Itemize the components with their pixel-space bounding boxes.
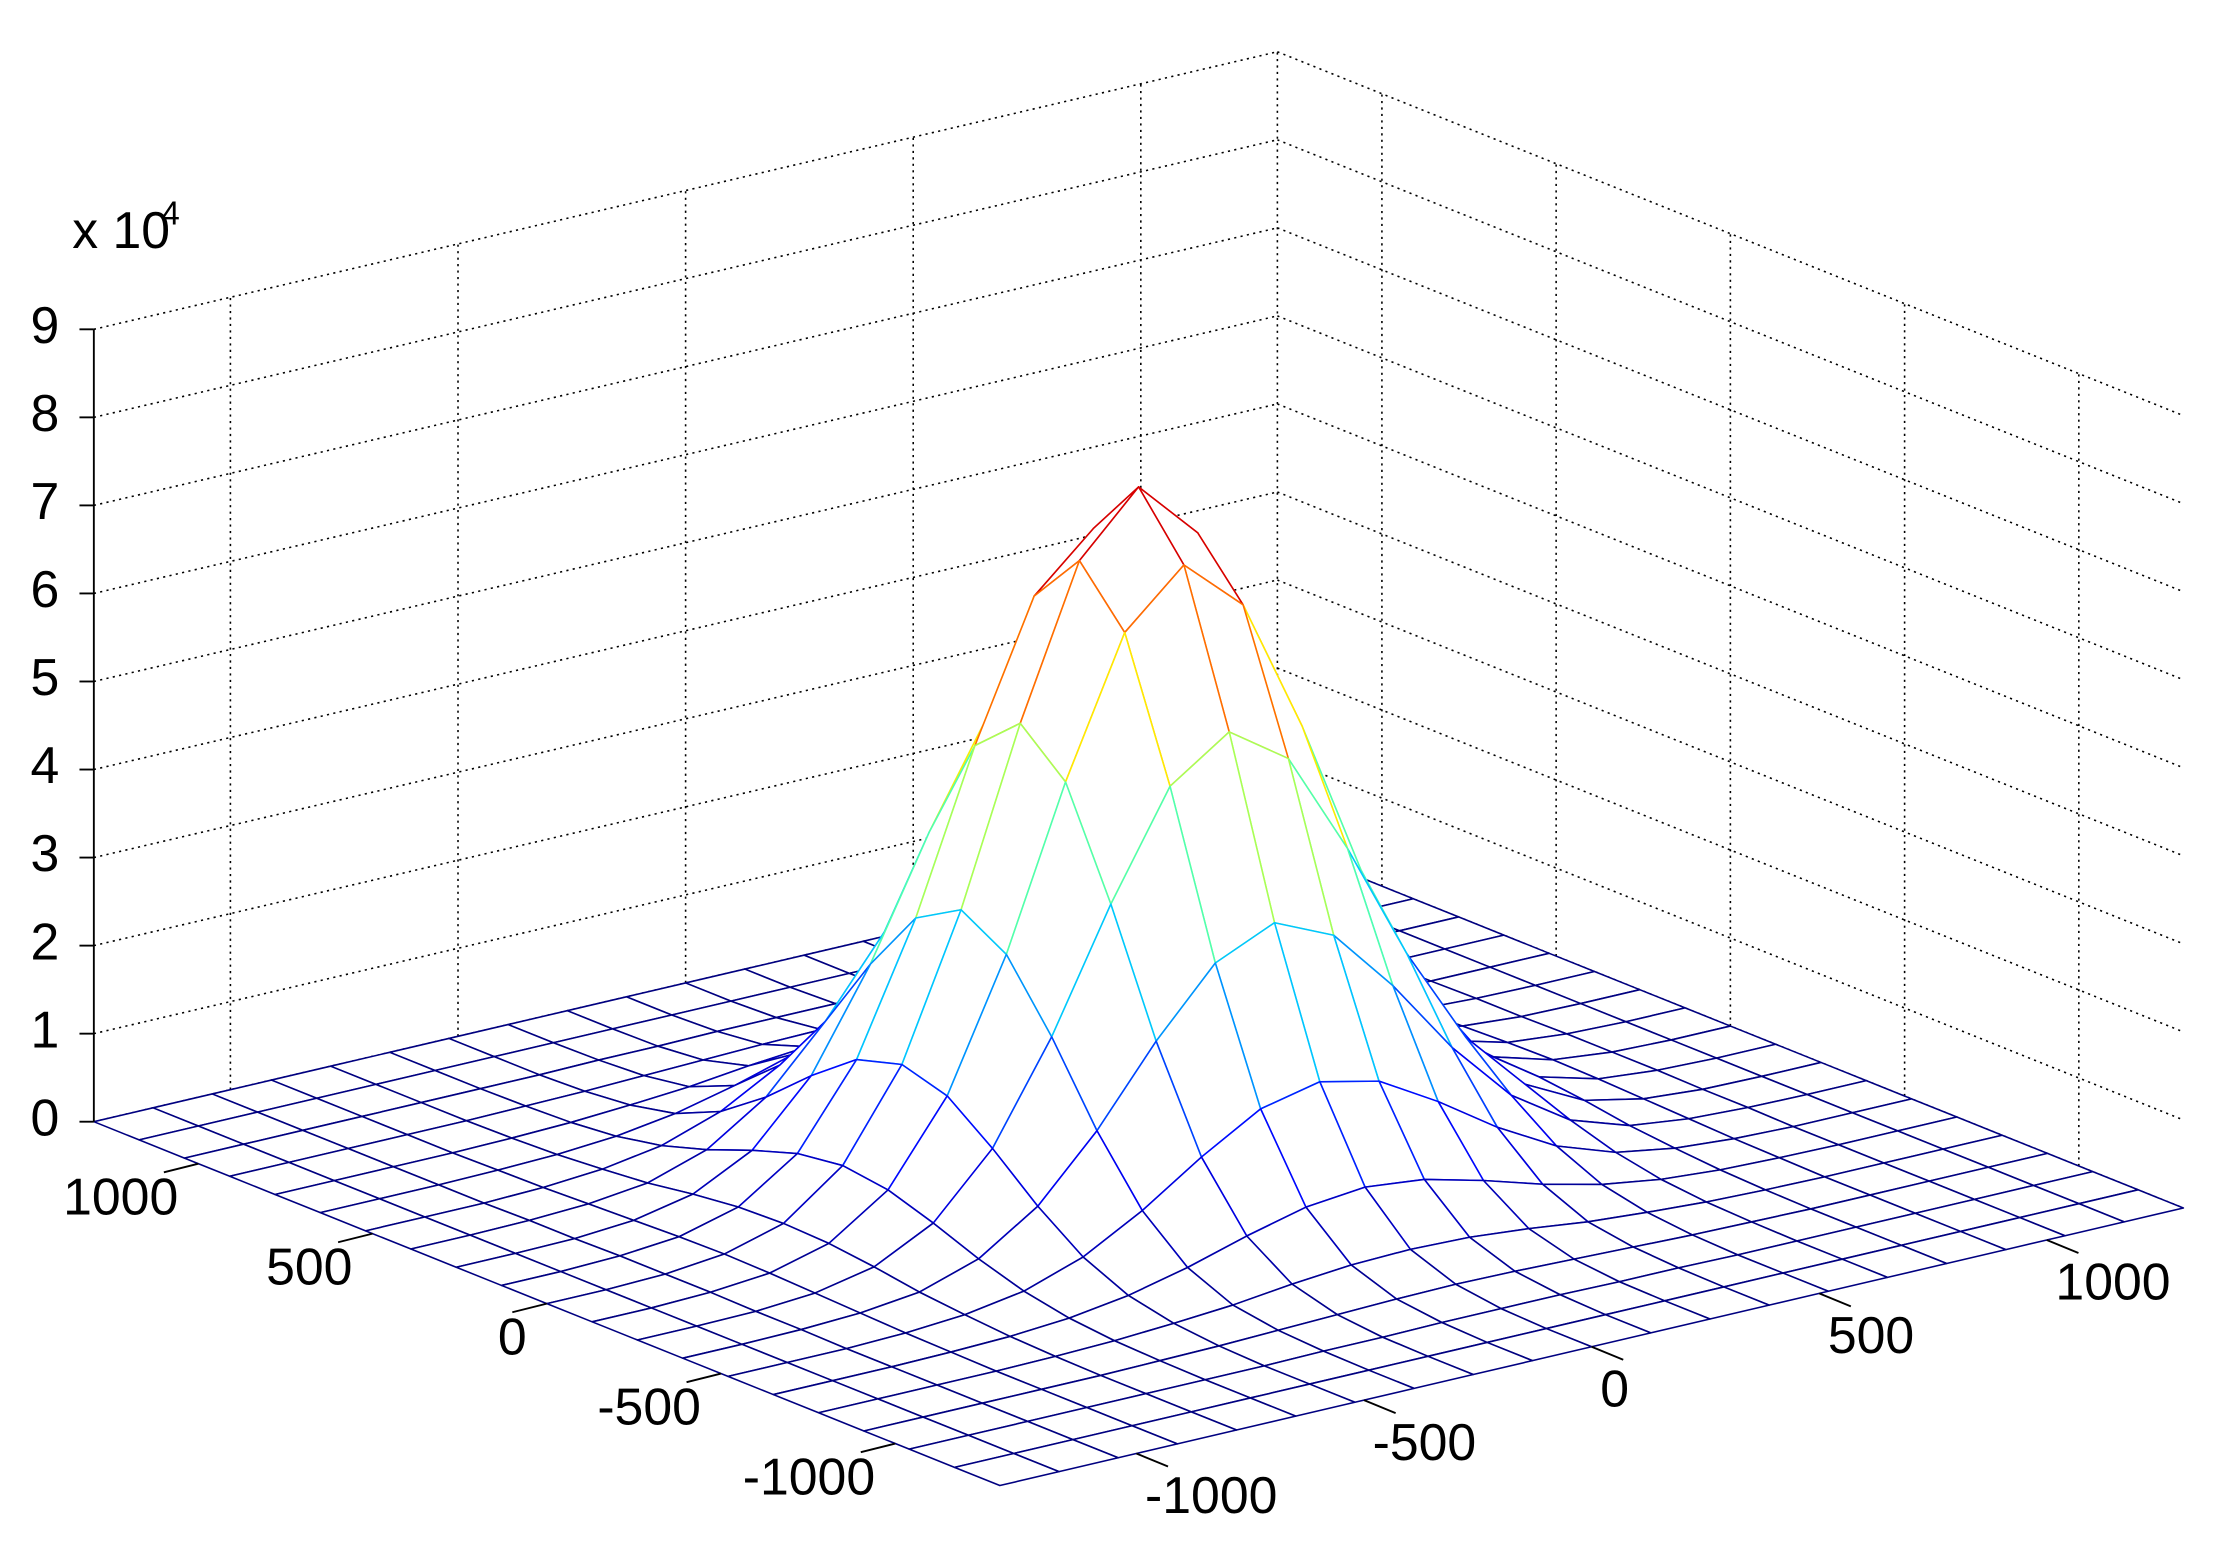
x-tick-label: 0 (1600, 1359, 1629, 1417)
z-tick-label: 4 (31, 736, 60, 794)
grid-line (1277, 579, 2184, 945)
x-tick-label: -500 (1373, 1413, 1477, 1471)
x-tick (2046, 1239, 2079, 1254)
grid-line (1277, 51, 2184, 417)
x-tick-label: -1000 (1145, 1466, 1277, 1524)
grid-line (93, 139, 1278, 419)
grid-line (93, 491, 1278, 771)
grid-line (1277, 139, 2184, 505)
grid-line (1277, 667, 2184, 1033)
x-tick (1591, 1345, 1624, 1361)
y-tick (512, 1302, 548, 1314)
z-tick-label: 0 (31, 1088, 60, 1146)
grid-line (93, 51, 1278, 331)
mesh-cell (953, 1452, 1060, 1487)
y-tick (337, 1232, 373, 1244)
grid-line (93, 403, 1278, 683)
z-tick-label: 3 (31, 824, 60, 882)
grid-line (1277, 315, 2184, 681)
z-multiplier-exponent: 4 (161, 195, 179, 232)
x-tick-label: 500 (1828, 1306, 1914, 1364)
grid-line (93, 755, 1278, 1035)
grid-line (1277, 755, 2184, 1121)
y-tick (860, 1442, 896, 1454)
z-tick-label: 8 (31, 384, 60, 442)
grid-line (93, 667, 1278, 947)
grid-line (1277, 227, 2184, 593)
grid-line (1277, 403, 2184, 769)
grid-line (93, 579, 1278, 859)
x-tick (1818, 1292, 1852, 1308)
z-multiplier: x 10 (72, 201, 170, 259)
x-tick (1136, 1452, 1169, 1468)
y-tick-label: 0 (498, 1308, 527, 1366)
x-tick-label: 1000 (2055, 1253, 2170, 1311)
y-tick (163, 1162, 199, 1174)
z-tick-label: 7 (31, 472, 60, 530)
z-tick-label: 5 (31, 648, 60, 706)
y-tick-label: -500 (597, 1378, 701, 1436)
x-tick (1363, 1399, 1396, 1414)
z-tick-label: 6 (31, 560, 60, 618)
z-tick-label: 2 (31, 912, 60, 970)
y-tick-label: 1000 (63, 1168, 178, 1226)
z-tick-label: 1 (31, 1000, 60, 1058)
y-tick-label: 500 (266, 1238, 352, 1296)
y-tick-label: -1000 (743, 1448, 875, 1506)
grid-line (1277, 491, 2184, 857)
grid-line (93, 315, 1278, 595)
z-tick-label: 9 (31, 296, 60, 354)
grid-line (93, 227, 1278, 507)
y-tick (686, 1372, 722, 1384)
